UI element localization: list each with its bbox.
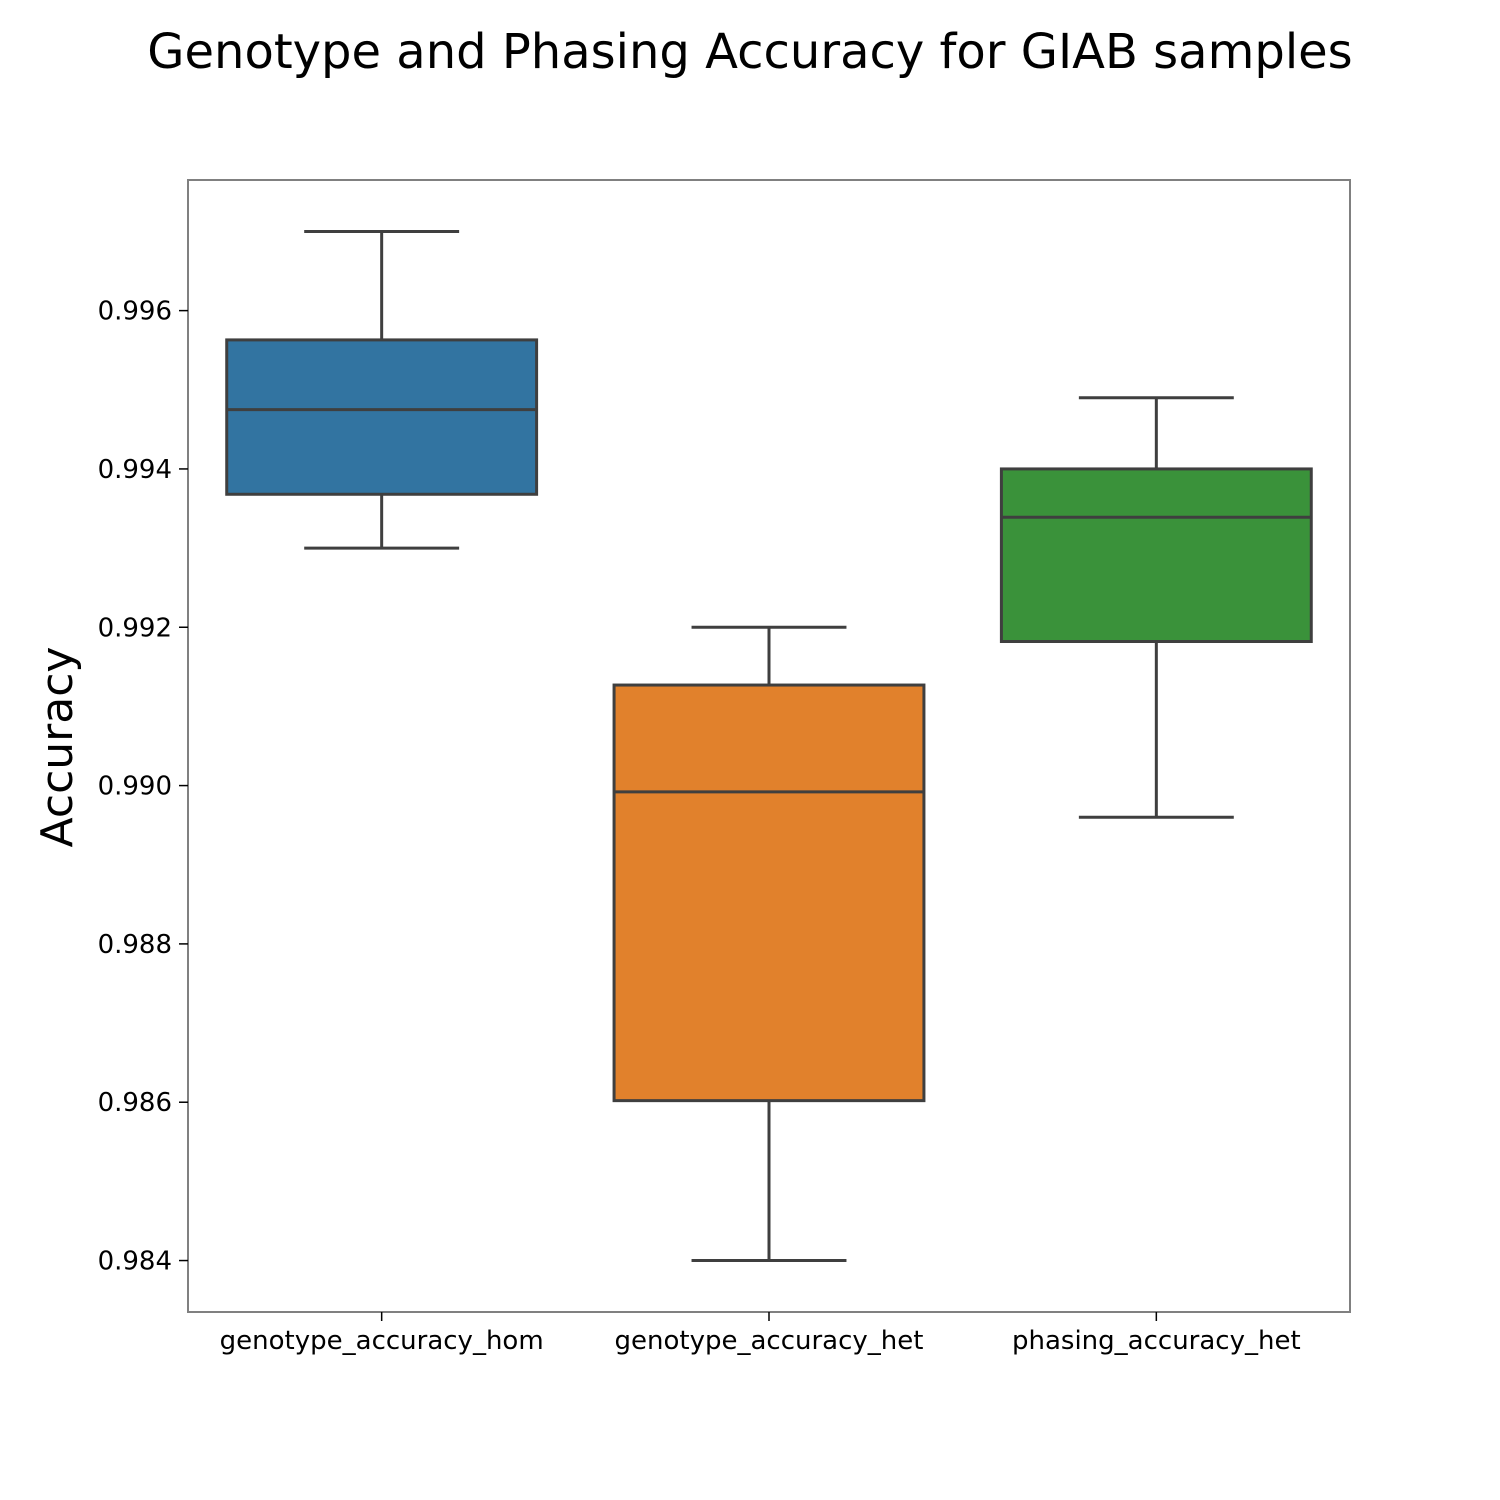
iqr-box bbox=[999, 467, 1313, 644]
x-axis: genotype_accuracy_hom genotype_accuracy_h… bbox=[220, 1312, 1301, 1356]
x-tick-label: genotype_accuracy_hom bbox=[220, 1326, 544, 1356]
chart-title: Genotype and Phasing Accuracy for GIAB s… bbox=[147, 24, 1352, 80]
iqr-box bbox=[225, 338, 539, 496]
box-genotype_accuracy_hom bbox=[225, 229, 539, 550]
y-tick-label: 0.984 bbox=[98, 1247, 172, 1277]
box-phasing_accuracy_het bbox=[999, 396, 1313, 819]
y-axis: 0.984 0.986 0.988 0.990 0.992 0.994 0.996 bbox=[98, 297, 188, 1277]
iqr-box bbox=[612, 683, 926, 1103]
x-tick-label: genotype_accuracy_het bbox=[615, 1326, 924, 1356]
boxes-layer bbox=[225, 229, 1313, 1263]
box-genotype_accuracy_het bbox=[612, 625, 926, 1263]
x-tick-label: phasing_accuracy_het bbox=[1012, 1326, 1301, 1356]
y-tick-label: 0.990 bbox=[98, 772, 172, 802]
y-tick-label: 0.988 bbox=[98, 930, 172, 960]
y-tick-label: 0.992 bbox=[98, 613, 172, 643]
y-axis-label: Accuracy bbox=[32, 647, 83, 848]
y-tick-label: 0.996 bbox=[98, 297, 172, 327]
y-tick-label: 0.986 bbox=[98, 1088, 172, 1118]
y-tick-label: 0.994 bbox=[98, 455, 172, 485]
